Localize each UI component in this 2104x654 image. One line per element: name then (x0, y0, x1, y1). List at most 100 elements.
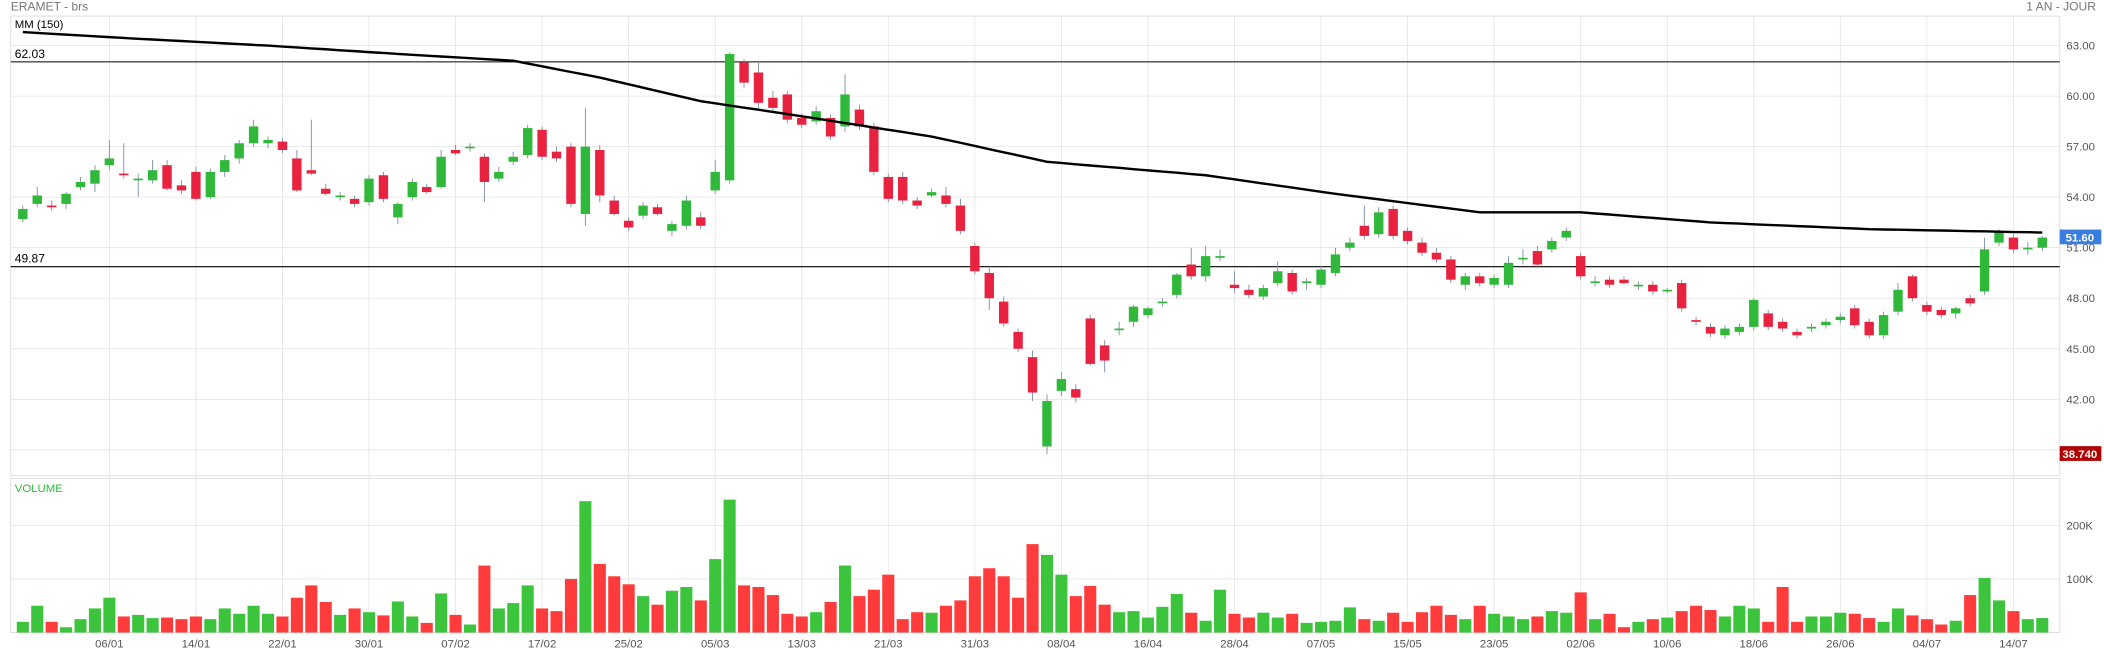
volume-bar (45, 621, 58, 633)
price-badge-label: 38.740 (2062, 449, 2097, 461)
candle-body (1186, 264, 1196, 277)
candle-body (378, 175, 389, 199)
x-tick-label: 28/04 (1220, 638, 1248, 650)
volume-bar (1920, 619, 1933, 633)
volume-bar (1805, 616, 1818, 633)
volume-bar (1589, 619, 1602, 633)
volume-bar (1430, 605, 1443, 633)
volume-bar (1863, 618, 1876, 633)
volume-bar (550, 611, 563, 633)
x-tick-label: 15/05 (1393, 638, 1421, 650)
volume-bar (1343, 607, 1356, 633)
candle-body (638, 205, 648, 216)
volume-bar (1257, 612, 1270, 633)
volume-bar (406, 616, 419, 633)
volume-bar (795, 616, 808, 633)
volume-bar (1747, 608, 1760, 633)
volume-bar (362, 612, 376, 633)
x-tick-label: 13/03 (788, 638, 816, 650)
candle-body (1965, 298, 1975, 304)
candle-body (1676, 283, 1687, 309)
candle-body (349, 198, 360, 204)
volume-label: VOLUME (15, 483, 63, 495)
candle-body (1590, 281, 1600, 284)
volume-bar (637, 596, 650, 633)
candle-body (1330, 254, 1341, 273)
volume-bar (1459, 619, 1472, 633)
volume-bar (88, 608, 101, 633)
candle-body (898, 176, 908, 201)
volume-bar (204, 619, 217, 633)
candle-body (1042, 400, 1052, 447)
candle-body (724, 53, 735, 181)
volume-bar (1329, 620, 1342, 633)
volume-bar (31, 605, 44, 633)
volume-bar (564, 578, 577, 633)
candle-body (1705, 326, 1716, 334)
volume-bar (1315, 621, 1328, 633)
candle-body (1547, 240, 1557, 250)
candle-body (811, 111, 821, 122)
volume-bar (1848, 613, 1861, 633)
candle-body (1648, 284, 1658, 292)
candle-body (1532, 251, 1543, 265)
price-badge (2059, 229, 2102, 245)
volume-bar (492, 608, 505, 633)
candle-body (1662, 289, 1672, 292)
candle-body (1114, 328, 1124, 331)
level-label: 62.03 (15, 47, 45, 61)
candle-body (1806, 326, 1817, 329)
volume-bar (694, 600, 707, 633)
volume-bar (896, 619, 909, 633)
candle-body (1301, 281, 1312, 284)
candle-body (926, 192, 937, 196)
volume-bar (74, 619, 87, 633)
candle-body (1777, 321, 1788, 329)
volume-bar (1935, 624, 1948, 633)
candle-body (1085, 318, 1095, 364)
candle-body (234, 143, 244, 159)
candle-body (883, 176, 893, 199)
candle-body (2008, 237, 2019, 250)
volume-bar (536, 608, 549, 633)
volume-bar (189, 616, 202, 633)
volume-bar (838, 565, 852, 633)
y-tick-label: 45.00 (2066, 344, 2094, 356)
candle-body (595, 149, 605, 196)
volume-bar (1113, 612, 1126, 633)
volume-bar (1675, 611, 1688, 633)
candle-body (1792, 331, 1802, 336)
candle-body (1475, 276, 1485, 284)
volume-bar (1012, 597, 1025, 633)
candle-body (1143, 308, 1153, 316)
volume-bar (463, 624, 477, 633)
volume-bar (709, 559, 722, 633)
period-label: 1 AN - JOUR (2026, 0, 2096, 14)
candle-body (955, 205, 966, 231)
candle-body (1446, 259, 1456, 280)
volume-bar (521, 585, 534, 633)
candle-body (782, 94, 793, 120)
volume-bar (824, 602, 837, 633)
candle-body (1316, 269, 1326, 285)
volume-bar (1574, 592, 1587, 633)
x-tick-label: 07/05 (1307, 638, 1335, 650)
volume-bar (435, 593, 448, 633)
candle-body (566, 146, 576, 204)
volume-bar (1098, 604, 1111, 633)
volume-bar (507, 603, 520, 633)
volume-bar (247, 605, 260, 633)
volume-bar (1632, 621, 1645, 633)
candle-body (551, 151, 562, 159)
volume-bar (2021, 619, 2034, 633)
x-tick-label: 16/04 (1134, 638, 1162, 650)
volume-bar (867, 589, 880, 633)
candle-body (1027, 357, 1038, 393)
volume-bar (810, 612, 823, 633)
volume-bar (925, 612, 938, 633)
candle-body (854, 109, 865, 127)
x-tick-label: 10/06 (1653, 638, 1681, 650)
candle-body (1258, 288, 1269, 297)
